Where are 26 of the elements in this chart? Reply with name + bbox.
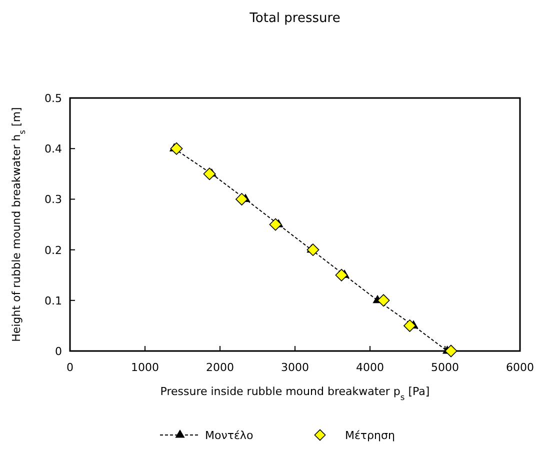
point bbox=[335, 268, 348, 282]
x-tick-label: 3000 bbox=[281, 361, 309, 374]
point bbox=[203, 168, 216, 180]
x-tick-label: 4000 bbox=[356, 361, 384, 374]
y-tick-label: 0 bbox=[55, 345, 62, 358]
point bbox=[404, 319, 416, 332]
x-tick-label: 0 bbox=[66, 361, 74, 374]
x-tick-label: 6000 bbox=[506, 361, 534, 374]
x-tick-label: 2000 bbox=[206, 361, 234, 374]
y-tick-label: 0.1 bbox=[44, 294, 62, 308]
y-tick-label: 0.4 bbox=[44, 142, 62, 156]
point bbox=[269, 218, 282, 231]
x-tick-label: 1000 bbox=[131, 361, 159, 374]
y-tick-label: 0.5 bbox=[44, 92, 62, 105]
point bbox=[377, 294, 390, 307]
point bbox=[306, 244, 320, 256]
x-axis-title: Pressure inside rubble mound breakwater p$_{s}$ [Pa] bbox=[160, 385, 430, 402]
x-tick-label: 5000 bbox=[431, 361, 459, 374]
y-tick-label: 0.2 bbox=[44, 244, 62, 257]
point bbox=[236, 192, 248, 206]
legend-label: Μέτρηση bbox=[345, 429, 395, 442]
y-tick-label: 0.3 bbox=[44, 193, 62, 206]
legend-label: Μοντέλο bbox=[205, 429, 254, 442]
point bbox=[170, 142, 183, 155]
point bbox=[444, 344, 458, 358]
chart-title: Total pressure bbox=[248, 11, 340, 26]
